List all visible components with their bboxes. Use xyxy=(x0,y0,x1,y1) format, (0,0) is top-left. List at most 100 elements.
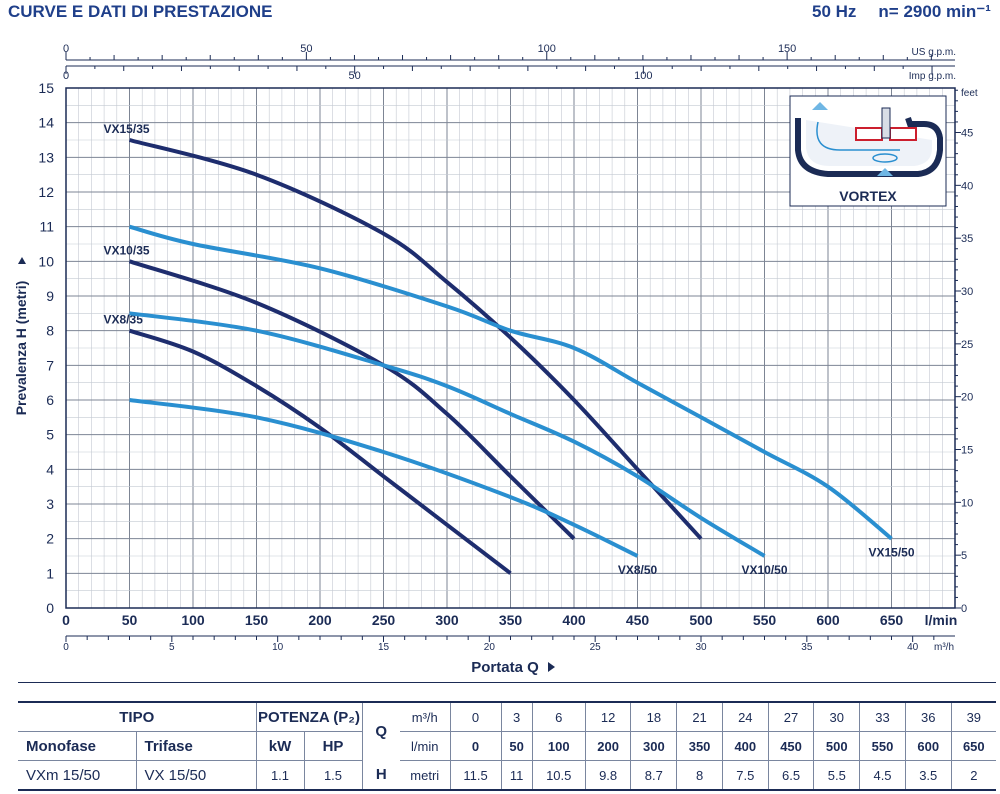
feet-tick-label: 40 xyxy=(961,180,973,192)
h-cell: 11.5 xyxy=(450,760,502,791)
x-tick-label: 250 xyxy=(372,612,396,628)
imp-gpm-tick-label: 100 xyxy=(634,70,652,82)
y-tick-label: 8 xyxy=(46,323,54,339)
lmin-cell: 100 xyxy=(532,731,586,761)
y-tick-label: 6 xyxy=(46,392,54,408)
us-gpm-unit-label: US g.p.m. xyxy=(912,47,956,58)
x-tick-label: 150 xyxy=(245,612,269,628)
inlet-arrow-icon xyxy=(877,168,893,176)
lmin-cell: 550 xyxy=(859,731,906,761)
trifase-header: Trifase xyxy=(136,731,257,761)
x-tick-label: 550 xyxy=(753,612,777,628)
m3h-tick-label: 10 xyxy=(272,642,284,653)
m3h-cell: 3 xyxy=(501,701,533,732)
x-tick-label: 600 xyxy=(816,612,840,628)
m3h-tick-label: 30 xyxy=(695,642,707,653)
m3h-cell: 30 xyxy=(813,701,861,732)
model-monofase: VXm 15/50 xyxy=(18,760,137,791)
lmin-cell: 600 xyxy=(905,731,952,761)
h-cell: 8 xyxy=(676,760,723,791)
impeller-icon xyxy=(855,127,883,141)
divider xyxy=(18,682,996,683)
y-tick-label: 5 xyxy=(46,427,54,443)
us-gpm-tick-label: 150 xyxy=(778,43,796,55)
m3h-cell: 33 xyxy=(859,701,906,732)
x-tick-label: 50 xyxy=(122,612,138,628)
curve-vx15-35 xyxy=(128,138,703,541)
m3h-cell: 39 xyxy=(951,701,996,732)
x-tick-label: 650 xyxy=(880,612,904,628)
feet-tick-label: 35 xyxy=(961,233,973,245)
curve-label-vx8-50: VX8/50 xyxy=(618,563,658,577)
h-cell: 4.5 xyxy=(859,760,906,791)
metri-label: metri xyxy=(400,760,451,791)
y-tick-label: 10 xyxy=(38,253,54,269)
x-tick-label: 500 xyxy=(689,612,713,628)
curve-label-vx15-50: VX15/50 xyxy=(868,546,914,560)
h-label: H xyxy=(362,760,400,791)
m3h-tick-label: 15 xyxy=(378,642,390,653)
y-tick-label: 11 xyxy=(39,219,54,235)
us-gpm-tick-label: 50 xyxy=(300,43,312,55)
x-tick-label: 400 xyxy=(562,612,586,628)
power-hp: 1.5 xyxy=(304,760,363,791)
feet-tick-label: 45 xyxy=(961,128,973,140)
y-tick-label: 15 xyxy=(38,80,54,96)
m3h-cell: 24 xyxy=(722,701,769,732)
y-axis-arrow-icon xyxy=(18,257,26,264)
feet-tick-label: 15 xyxy=(961,445,973,457)
x-tick-label: 100 xyxy=(181,612,205,628)
h-cell: 6.5 xyxy=(768,760,815,791)
m3h-cell: 36 xyxy=(905,701,952,732)
operating-conditions: 50 Hz n= 2900 min⁻¹ xyxy=(812,2,991,22)
y-tick-label: 13 xyxy=(38,149,54,165)
x-tick-label: 0 xyxy=(62,612,70,628)
hp-header: HP xyxy=(304,731,363,761)
imp-gpm-unit-label: Imp g.p.m. xyxy=(909,71,956,82)
curve-label-vx8-35: VX8/35 xyxy=(104,313,144,327)
m3h-cell: 6 xyxy=(532,701,586,732)
outlet-arrow-icon xyxy=(812,102,828,110)
performance-table: TIPO POTENZA (P₂) Q m³/h 0 3 6 12 18 21 … xyxy=(18,701,996,791)
kw-header: kW xyxy=(256,731,305,761)
x-tick-label: 450 xyxy=(626,612,650,628)
feet-unit-label: feet xyxy=(961,88,978,99)
lmin-cell: 50 xyxy=(501,731,533,761)
m3h-tick-label: 0 xyxy=(63,642,69,653)
h-cell: 7.5 xyxy=(722,760,769,791)
curve-vx10-35 xyxy=(128,259,576,541)
curve-vx10-50 xyxy=(129,311,766,558)
x-tick-label: 200 xyxy=(308,612,332,628)
y-tick-label: 1 xyxy=(46,565,54,581)
frequency-label: 50 Hz xyxy=(812,2,857,21)
x-tick-label: 300 xyxy=(435,612,459,628)
us-gpm-tick-label: 100 xyxy=(538,43,556,55)
feet-tick-label: 10 xyxy=(961,497,973,509)
h-cell: 5.5 xyxy=(813,760,861,791)
m3h-cell: 18 xyxy=(630,701,678,732)
x-tick-label: 350 xyxy=(499,612,523,628)
model-trifase: VX 15/50 xyxy=(136,760,257,791)
curve-vx15-50 xyxy=(128,224,893,541)
lmin-cell: 450 xyxy=(768,731,815,761)
us-gpm-tick-label: 0 xyxy=(63,43,69,55)
imp-gpm-tick-label: 50 xyxy=(349,70,361,82)
feet-tick-label: 5 xyxy=(961,550,967,562)
vortex-inset: VORTEX xyxy=(789,95,947,207)
q-label: Q xyxy=(362,701,400,761)
y-tick-label: 7 xyxy=(46,357,54,373)
lmin-cell: 200 xyxy=(585,731,632,761)
x-unit-label: l/min xyxy=(925,612,958,628)
y-tick-label: 0 xyxy=(46,600,54,616)
h-cell: 8.7 xyxy=(630,760,678,791)
feet-tick-label: 30 xyxy=(961,286,973,298)
monofase-header: Monofase xyxy=(18,731,137,761)
potenza-header: POTENZA (P₂) xyxy=(256,701,363,732)
curve-label-vx15-35: VX15/35 xyxy=(104,122,150,136)
h-cell: 10.5 xyxy=(532,760,586,791)
m3h-cell: 27 xyxy=(768,701,815,732)
h-cell: 9.8 xyxy=(585,760,632,791)
pump-casing-icon xyxy=(795,117,943,177)
lmin-label: l/min xyxy=(400,731,451,761)
y-tick-label: 4 xyxy=(46,461,54,477)
